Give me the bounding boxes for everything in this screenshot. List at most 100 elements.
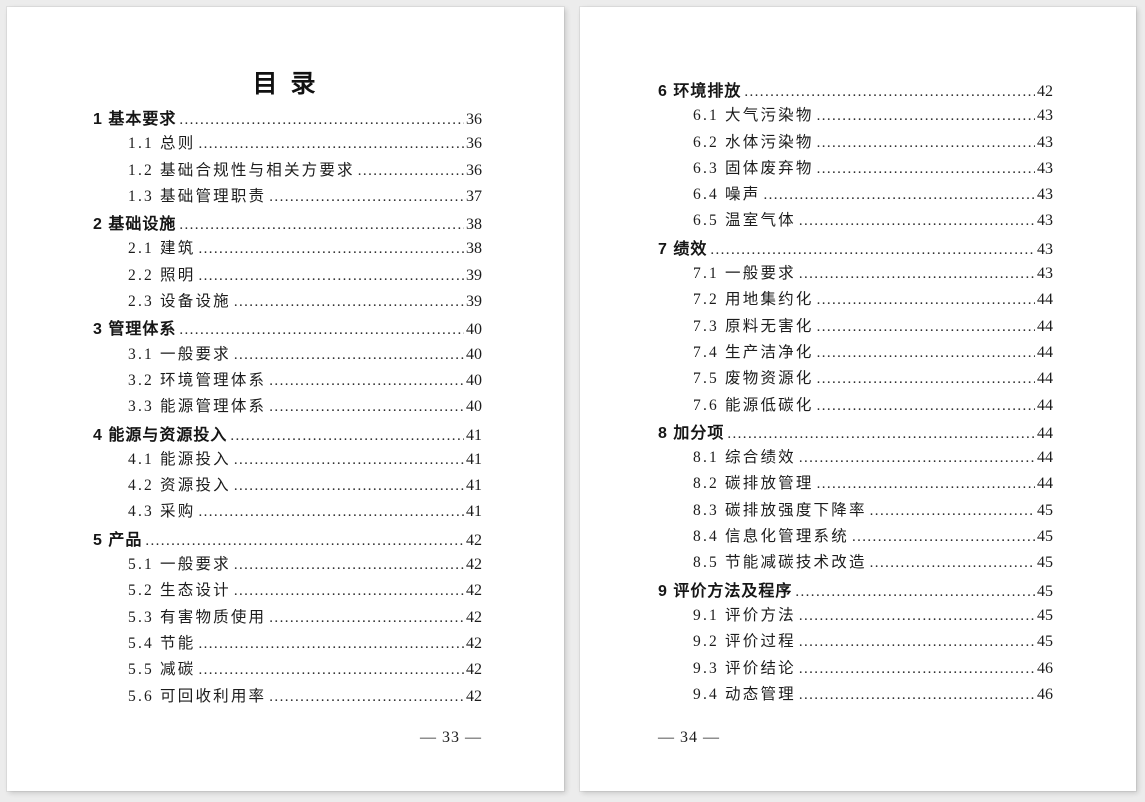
toc-entry-label: 6 环境排放: [658, 83, 742, 100]
toc-entry: 8.5 节能减碳技术改造 45: [658, 550, 1053, 576]
toc-entry: 4 能源与资源投入 41: [93, 421, 482, 447]
toc-leader-dots: [817, 345, 1035, 362]
toc-entry-label: 1.3 基础管理职责: [128, 187, 267, 205]
toc-leader-dots: [358, 163, 464, 180]
toc-entry-page-number: 42: [466, 582, 482, 600]
toc-leader-dots: [230, 428, 464, 445]
toc-list-left: 1 基本要求 36 1.1 总则 36 1.2 基础合规性与相关方要求 36 1…: [7, 105, 564, 710]
toc-entry: 7.5 废物资源化 44: [658, 366, 1053, 392]
toc-leader-dots: [799, 634, 1035, 651]
toc-entry-page-number: 38: [466, 216, 482, 234]
toc-leader-dots: [198, 241, 464, 258]
toc-entry-page-number: 42: [466, 608, 482, 626]
toc-entry-page-number: 43: [1037, 265, 1053, 283]
toc-leader-dots: [870, 503, 1035, 520]
toc-entry-page-number: 44: [1037, 424, 1053, 442]
toc-entry: 1 基本要求 36: [93, 105, 482, 131]
toc-entry-page-number: 41: [466, 426, 482, 444]
toc-entry-label: 7 绩效: [658, 240, 708, 258]
toc-entry: 7.3 原料无害化 44: [658, 314, 1053, 340]
toc-entry-page-number: 44: [1037, 396, 1053, 414]
toc-entry-page-number: 36: [466, 111, 482, 128]
toc-entry-label: 7.6 能源低碳化: [693, 396, 814, 414]
toc-entry-page-number: 43: [1037, 186, 1053, 204]
toc-leader-dots: [817, 319, 1035, 336]
toc-entry-page-number: 44: [1037, 317, 1053, 335]
toc-entry-page-number: 46: [1037, 659, 1053, 677]
toc-entry: 3 管理体系 40: [93, 315, 482, 341]
toc-leader-dots: [817, 108, 1035, 125]
toc-entry-label: 4 能源与资源投入: [93, 426, 228, 444]
toc-entry-page-number: 40: [466, 321, 482, 339]
toc-entry-label: 8.4 信息化管理系统: [693, 528, 849, 546]
page-number-footer-right: — 34 —: [658, 729, 720, 746]
toc-entry-label: 1.1 总则: [128, 135, 196, 153]
toc-entry-label: 2.2 照明: [128, 266, 196, 284]
toc-entry: 6.1 大气污染物 43: [658, 103, 1053, 129]
toc-entry-label: 9.1 评价方法: [693, 606, 796, 624]
toc-leader-dots: [799, 661, 1035, 678]
toc-leader-dots: [799, 687, 1035, 704]
toc-leader-dots: [817, 135, 1035, 152]
toc-entry-page-number: 41: [466, 477, 482, 495]
toc-entry-label: 1 基本要求: [93, 111, 177, 128]
toc-entry-page-number: 43: [1037, 107, 1053, 125]
toc-entry-label: 9.4 动态管理: [693, 685, 796, 703]
toc-entry: 5.4 节能 42: [93, 631, 482, 657]
toc-entry-label: 6.5 温室气体: [693, 212, 796, 230]
toc-entry-page-number: 42: [466, 661, 482, 679]
toc-leader-dots: [817, 398, 1035, 415]
toc-entry: 2.2 照明 39: [93, 263, 482, 289]
toc-entry: 5.6 可回收利用率 42: [93, 684, 482, 710]
toc-entry-page-number: 42: [466, 634, 482, 652]
toc-entry-page-number: 46: [1037, 685, 1053, 703]
toc-entry: 8.2 碳排放管理 44: [658, 471, 1053, 497]
toc-entry-page-number: 36: [466, 161, 482, 179]
toc-entry: 7.4 生产洁净化 44: [658, 340, 1053, 366]
toc-entry-page-number: 39: [466, 293, 482, 311]
toc-entry-page-number: 45: [1037, 554, 1053, 572]
toc-entry: 3.3 能源管理体系 40: [93, 394, 482, 420]
toc-entry: 6.2 水体污染物 43: [658, 130, 1053, 156]
toc-entry-page-number: 44: [1037, 449, 1053, 467]
toc-entry-label: 3.2 环境管理体系: [128, 371, 267, 389]
toc-leader-dots: [234, 347, 464, 364]
toc-leader-dots: [179, 322, 464, 339]
toc-entry-page-number: 45: [1037, 633, 1053, 651]
toc-entry-page-number: 42: [1037, 83, 1053, 100]
toc-leader-dots: [817, 476, 1035, 493]
toc-entry: 9.3 评价结论 46: [658, 656, 1053, 682]
toc-leader-dots: [852, 529, 1035, 546]
toc-leader-dots: [817, 292, 1035, 309]
toc-entry: 7.2 用地集约化 44: [658, 287, 1053, 313]
toc-leader-dots: [799, 266, 1035, 283]
toc-entry: 9.4 动态管理 46: [658, 682, 1053, 708]
toc-entry-label: 2 基础设施: [93, 216, 177, 234]
toc-entry: 4.2 资源投入 41: [93, 473, 482, 499]
toc-entry: 2 基础设施 38: [93, 210, 482, 236]
toc-entry-label: 7.1 一般要求: [693, 265, 796, 283]
toc-leader-dots: [269, 610, 464, 627]
toc-entry-label: 8.1 综合绩效: [693, 449, 796, 467]
toc-entry: 1.1 总则 36: [93, 131, 482, 157]
toc-leader-dots: [799, 213, 1035, 230]
toc-entry: 8.1 综合绩效 44: [658, 445, 1053, 471]
toc-leader-dots: [145, 533, 464, 550]
toc-entry-label: 8.3 碳排放强度下降率: [693, 501, 867, 519]
toc-entry-page-number: 43: [1037, 159, 1053, 177]
toc-entry-label: 9.2 评价过程: [693, 633, 796, 651]
toc-entry-page-number: 40: [466, 398, 482, 416]
toc-entry-page-number: 44: [1037, 370, 1053, 388]
toc-entry-label: 9 评价方法及程序: [658, 582, 793, 600]
toc-entry-label: 6.4 噪声: [693, 186, 761, 204]
toc-entry-label: 3 管理体系: [93, 321, 177, 339]
toc-entry-label: 5.5 减碳: [128, 661, 196, 679]
toc-entry-page-number: 42: [466, 687, 482, 705]
toc-entry-label: 3.3 能源管理体系: [128, 398, 267, 416]
document-page-left: 目 录 1 基本要求 36 1.1 总则 36 1.2 基础合规性与相关方要求 …: [7, 7, 564, 791]
toc-entry: 1.2 基础合规性与相关方要求 36: [93, 158, 482, 184]
toc-entry: 6.3 固体废弃物 43: [658, 156, 1053, 182]
toc-entry-label: 8.5 节能减碳技术改造: [693, 554, 867, 572]
toc-entry-label: 7.4 生产洁净化: [693, 343, 814, 361]
